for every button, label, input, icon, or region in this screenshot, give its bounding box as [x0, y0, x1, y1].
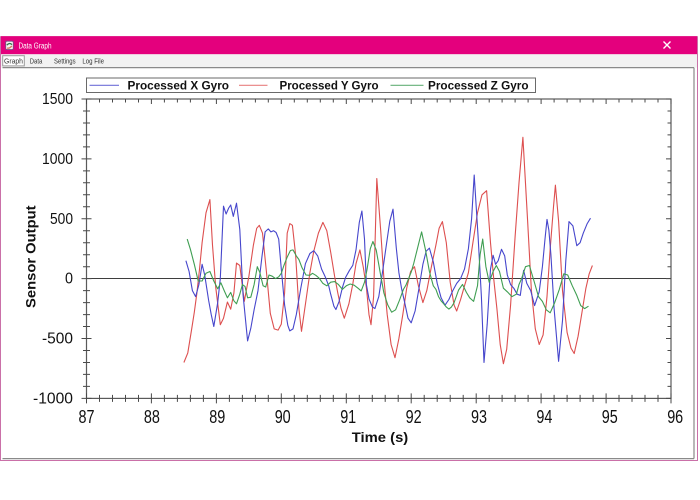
svg-text:89: 89: [209, 407, 225, 427]
svg-text:95: 95: [602, 407, 618, 427]
svg-text:Data: Data: [30, 56, 43, 65]
svg-text:92: 92: [406, 407, 422, 427]
svg-text:-1000: -1000: [33, 390, 73, 407]
svg-text:94: 94: [536, 407, 552, 427]
svg-text:Processed X Gyro: Processed X Gyro: [128, 80, 230, 92]
svg-text:87: 87: [79, 407, 95, 427]
svg-text:91: 91: [340, 407, 356, 427]
svg-text:96: 96: [667, 407, 683, 427]
svg-text:Graph: Graph: [4, 56, 23, 65]
svg-text:Sensor Output: Sensor Output: [23, 205, 39, 308]
svg-text:Processed Y Gyro: Processed Y Gyro: [280, 80, 379, 92]
svg-text:Log File: Log File: [82, 56, 104, 65]
svg-text:1000: 1000: [42, 151, 73, 168]
svg-text:Settings: Settings: [54, 56, 76, 65]
svg-text:Data Graph: Data Graph: [19, 42, 52, 51]
svg-text:500: 500: [50, 211, 73, 228]
svg-text:90: 90: [275, 407, 291, 427]
svg-text:0: 0: [65, 271, 73, 288]
svg-text:1500: 1500: [42, 91, 73, 108]
svg-text:Time (s): Time (s): [352, 429, 409, 445]
svg-text:-500: -500: [42, 331, 73, 348]
svg-text:93: 93: [471, 407, 487, 427]
svg-text:Processed Z Gyro: Processed Z Gyro: [428, 80, 529, 92]
svg-text:88: 88: [144, 407, 160, 427]
